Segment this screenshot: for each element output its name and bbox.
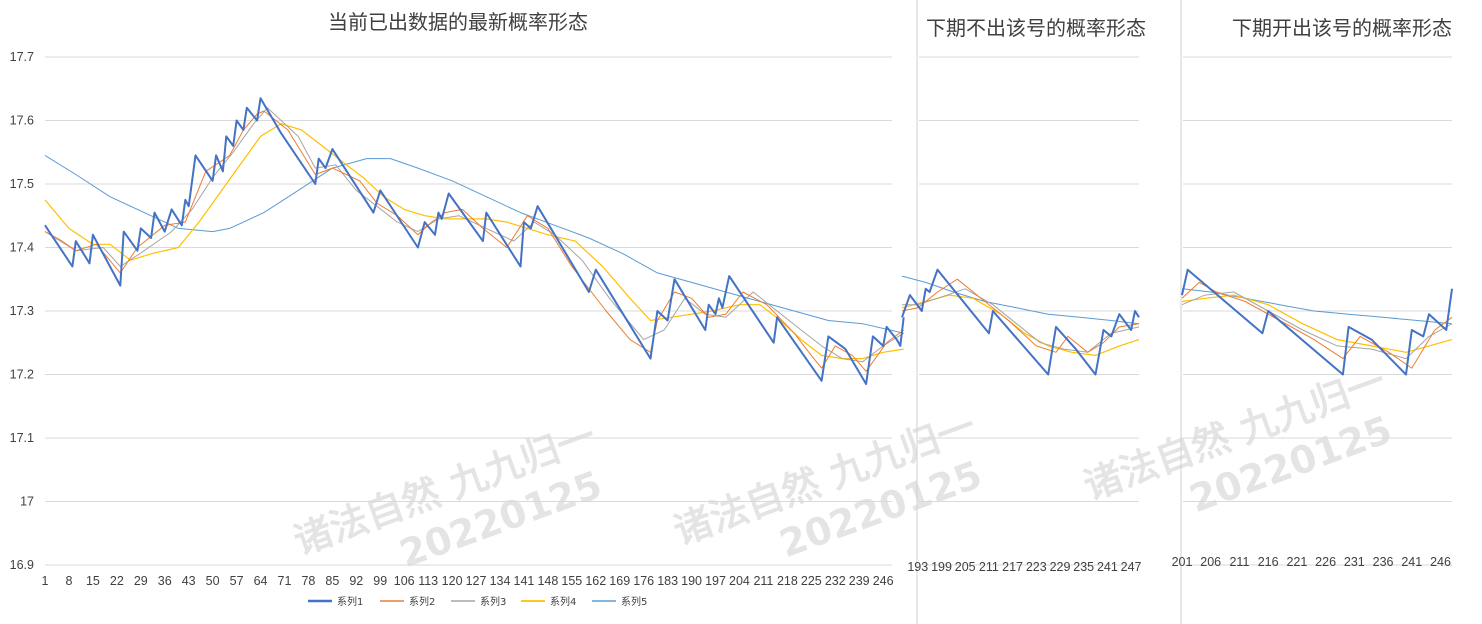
series-line-2 — [44, 110, 904, 372]
x-tick-label: 205 — [955, 560, 976, 574]
series-line-1 — [901, 268, 1140, 376]
x-tick-label: 141 — [514, 574, 535, 588]
legend-label: 系列3 — [480, 595, 506, 608]
x-tick-label: 211 — [1229, 555, 1249, 569]
series-line-4 — [44, 123, 904, 360]
x-tick-label: 134 — [490, 574, 511, 588]
x-tick-label: 169 — [609, 574, 630, 588]
no-draw-chart-panel: 下期不出该号的概率形态 193 199 205 211 217 223 229 235 241 2… — [901, 16, 1146, 574]
x-tick-label: 71 — [278, 574, 292, 588]
legend-label: 系列1 — [337, 595, 363, 608]
x-tick-label: 50 — [206, 574, 220, 588]
series-line-1 — [44, 97, 905, 385]
x-tick-label: 225 — [801, 574, 822, 588]
series-line-5 — [44, 154, 904, 334]
x-tick-label: 148 — [537, 574, 558, 588]
x-tick-label: 8 — [65, 574, 72, 588]
x-tick-label: 190 — [681, 574, 702, 588]
x-tick-label: 246 — [873, 574, 894, 588]
y-tick-label: 17 — [20, 495, 34, 509]
y-tick-label: 17.5 — [10, 177, 34, 191]
draw-chart-panel: 下期开出该号的概率形态 201 206 211 216 221 226 231 236 241 2… — [1172, 16, 1453, 569]
x-tick-label: 239 — [849, 574, 870, 588]
x-tick-label: 201 — [1172, 555, 1193, 569]
x-tick-label: 241 — [1401, 555, 1422, 569]
x-tick-label: 1 — [42, 574, 49, 588]
x-tick-label: 197 — [705, 574, 726, 588]
x-tick-label: 199 — [931, 560, 952, 574]
x-tick-label: 127 — [466, 574, 487, 588]
y-tick-label: 17.3 — [10, 304, 34, 318]
x-tick-label: 57 — [230, 574, 244, 588]
series-line-3 — [1181, 291, 1453, 360]
y-tick-label: 17.6 — [10, 114, 34, 128]
series-line-3 — [44, 107, 904, 363]
x-tick-label: 85 — [325, 574, 339, 588]
x-tick-label: 92 — [349, 574, 363, 588]
x-tick-label: 43 — [182, 574, 196, 588]
x-tick-label: 246 — [1430, 555, 1451, 569]
chart-legend: 系列1 系列2 系列3 系列4 系列5 — [308, 595, 647, 608]
x-tick-label: 99 — [373, 574, 387, 588]
x-tick-label: 183 — [657, 574, 678, 588]
main-chart-panel: 当前已出数据的最新概率形态 17.717.617.517.417.317.217… — [10, 10, 905, 588]
series-line-4 — [901, 294, 1140, 356]
series-line-2 — [901, 278, 1140, 353]
series-line-2 — [1181, 281, 1453, 369]
series-line-5 — [901, 275, 1140, 325]
x-tick-label: 113 — [418, 574, 438, 588]
y-tick-label: 17.2 — [10, 368, 34, 382]
x-tick-label: 155 — [561, 574, 582, 588]
y-tick-label: 17.4 — [10, 241, 34, 255]
series-line-3 — [902, 288, 1140, 353]
legend-label: 系列4 — [550, 595, 576, 608]
y-tick-label: 16.9 — [10, 558, 34, 572]
x-tick-label: 22 — [110, 574, 124, 588]
x-tick-label: 236 — [1373, 555, 1394, 569]
x-tick-label: 232 — [825, 574, 846, 588]
x-tick-label: 226 — [1315, 555, 1336, 569]
x-tick-label: 221 — [1286, 555, 1307, 569]
no-draw-chart-title: 下期不出该号的概率形态 — [926, 16, 1146, 40]
x-tick-label: 204 — [729, 574, 750, 588]
main-chart-title: 当前已出数据的最新概率形态 — [328, 10, 588, 34]
x-tick-label: 120 — [442, 574, 463, 588]
x-tick-label: 106 — [394, 574, 415, 588]
x-tick-label: 29 — [134, 574, 148, 588]
x-tick-label: 216 — [1258, 555, 1279, 569]
y-tick-label: 17.7 — [10, 50, 34, 64]
x-tick-label: 162 — [585, 574, 606, 588]
x-tick-label: 211 — [753, 574, 773, 588]
x-tick-label: 217 — [1002, 560, 1023, 574]
x-tick-label: 176 — [633, 574, 654, 588]
x-tick-label: 229 — [1050, 560, 1071, 574]
series-line-4 — [1181, 294, 1453, 353]
x-tick-label: 247 — [1121, 560, 1142, 574]
legend-label: 系列2 — [409, 595, 435, 608]
x-tick-label: 36 — [158, 574, 172, 588]
y-tick-label: 17.1 — [10, 431, 34, 445]
x-tick-label: 206 — [1200, 555, 1221, 569]
x-tick-label: 211 — [979, 560, 999, 574]
x-tick-label: 218 — [777, 574, 798, 588]
x-tick-label: 64 — [254, 574, 268, 588]
x-tick-label: 78 — [301, 574, 315, 588]
x-tick-label: 241 — [1097, 560, 1118, 574]
draw-chart-title: 下期开出该号的概率形态 — [1232, 16, 1452, 40]
x-tick-label: 15 — [86, 574, 100, 588]
x-tick-label: 193 — [907, 560, 928, 574]
x-tick-label: 231 — [1344, 555, 1365, 569]
x-tick-label: 235 — [1073, 560, 1094, 574]
series-line-1 — [1181, 268, 1453, 376]
x-tick-label: 223 — [1026, 560, 1047, 574]
legend-label: 系列5 — [621, 595, 647, 608]
